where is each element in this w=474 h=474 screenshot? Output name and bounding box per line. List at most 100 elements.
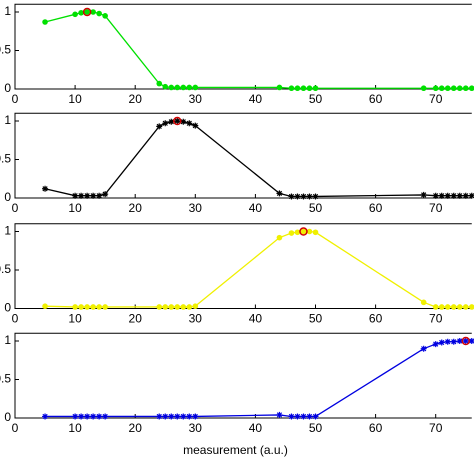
x-tick-label: 30 xyxy=(189,312,203,326)
axes-frame xyxy=(14,3,472,90)
data-point xyxy=(186,304,193,310)
x-tick-label: 0 xyxy=(12,201,19,215)
data-point xyxy=(288,85,295,92)
x-tick-label: 20 xyxy=(129,92,143,106)
data-point xyxy=(432,85,439,92)
data-point xyxy=(102,413,109,420)
max-marker xyxy=(299,227,308,236)
y-tick-label: 1 xyxy=(4,333,11,347)
y-tick-label: 1 xyxy=(4,224,11,238)
data-point xyxy=(444,338,451,345)
data-point xyxy=(78,413,85,420)
data-point xyxy=(90,413,97,420)
x-tick-label: 20 xyxy=(129,312,143,326)
x-tick-label: 30 xyxy=(189,201,203,215)
data-point xyxy=(456,192,463,199)
x-tick-label: 70 xyxy=(429,421,443,435)
x-tick-label: 20 xyxy=(129,201,143,215)
data-point xyxy=(162,413,169,420)
axes-frame xyxy=(14,332,472,419)
data-point xyxy=(186,413,193,420)
x-tick-label: 30 xyxy=(189,421,203,435)
data-point xyxy=(192,84,199,91)
x-tick-label: 0 xyxy=(12,421,19,435)
data-point xyxy=(450,192,457,199)
data-point xyxy=(432,192,439,199)
data-point xyxy=(438,85,445,92)
data-point xyxy=(174,84,181,91)
data-point xyxy=(276,411,283,418)
data-point xyxy=(462,85,469,92)
x-tick-label: 60 xyxy=(369,421,383,435)
x-tick-label: 40 xyxy=(249,421,263,435)
x-tick-label: 0 xyxy=(12,92,19,106)
y-tick-label: 0 xyxy=(4,81,11,95)
x-tick-label: 50 xyxy=(309,312,323,326)
data-point xyxy=(174,413,181,420)
data-point xyxy=(96,413,103,420)
data-point xyxy=(156,304,163,310)
data-point xyxy=(162,304,169,310)
y-tick-label: 0.5 xyxy=(0,43,11,57)
data-point xyxy=(450,304,457,310)
x-tick-label: 70 xyxy=(429,92,443,106)
data-point xyxy=(42,19,48,25)
data-point xyxy=(456,338,463,344)
x-tick-label: 70 xyxy=(429,201,443,215)
data-line xyxy=(45,340,472,418)
x-tick-label: 10 xyxy=(68,92,82,106)
data-point xyxy=(300,228,307,235)
x-tick-label: 60 xyxy=(369,92,383,106)
x-tick-label: 40 xyxy=(249,92,263,106)
y-tick-label: 0.5 xyxy=(0,152,11,166)
data-point xyxy=(438,304,445,310)
data-point xyxy=(84,9,90,15)
x-tick-label: 60 xyxy=(369,201,383,215)
x-tick-label: 40 xyxy=(249,201,263,215)
data-point xyxy=(156,123,163,130)
data-point xyxy=(468,304,474,310)
data-point xyxy=(312,85,319,92)
data-point xyxy=(294,193,301,200)
data-point xyxy=(462,192,469,199)
data-point xyxy=(300,193,307,200)
data-point xyxy=(168,118,175,125)
data-line xyxy=(44,120,472,198)
data-point xyxy=(300,413,307,420)
data-point xyxy=(96,10,102,17)
data-point xyxy=(192,303,199,309)
data-point xyxy=(462,338,469,344)
data-point xyxy=(186,84,193,91)
data-point xyxy=(300,85,307,92)
data-point xyxy=(102,304,108,310)
data-point xyxy=(192,413,199,420)
x-tick-label: 10 xyxy=(68,421,82,435)
y-tick-label: 1 xyxy=(4,113,11,127)
data-point xyxy=(42,303,48,309)
y-tick-label: 0 xyxy=(4,301,11,315)
data-point xyxy=(72,11,78,18)
data-point xyxy=(294,85,301,92)
x-tick-label: 10 xyxy=(68,312,82,326)
max-marker xyxy=(82,7,92,17)
data-point xyxy=(420,85,427,92)
data-point xyxy=(468,338,474,344)
data-point xyxy=(180,118,187,125)
data-point xyxy=(90,9,96,15)
y-tick-label: 0.5 xyxy=(0,262,11,276)
data-point xyxy=(42,185,49,192)
x-tick-label: 50 xyxy=(309,92,323,106)
data-point xyxy=(420,191,427,198)
data-point xyxy=(450,85,457,92)
data-point xyxy=(276,234,283,241)
data-point xyxy=(432,341,439,348)
data-point xyxy=(462,304,469,310)
data-point xyxy=(156,413,163,420)
data-point xyxy=(96,192,103,199)
data-point xyxy=(84,304,90,310)
data-point xyxy=(84,192,91,199)
